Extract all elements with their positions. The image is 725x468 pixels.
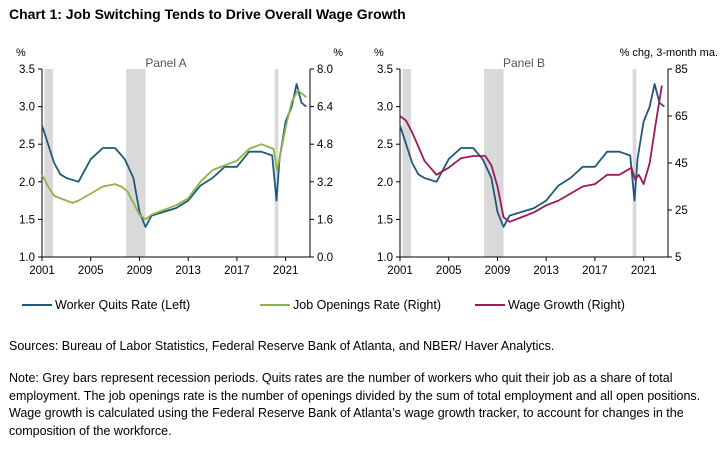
panel-b-series-line-0 bbox=[399, 83, 665, 228]
panel-b-right-tick-label-4: 85 bbox=[675, 64, 688, 76]
legend-swatch-quits bbox=[22, 303, 52, 307]
panel-a-series-line-1 bbox=[41, 89, 307, 221]
panel-a-right-tick-label-0: 0.0 bbox=[317, 252, 333, 264]
legend-label-wage: Wage Growth (Right) bbox=[508, 298, 625, 312]
panel-b-left-tick-label-0: 1.0 bbox=[377, 252, 393, 264]
panel-a-left-tick-label-5: 3.5 bbox=[19, 64, 35, 76]
panel-b-x-tick-label-2: 2009 bbox=[485, 265, 511, 277]
legend: Worker Quits Rate (Left) Job Openings Ra… bbox=[0, 298, 725, 322]
panel-a-right-unit: % bbox=[333, 47, 343, 59]
legend-item-openings: Job Openings Rate (Right) bbox=[260, 298, 441, 312]
panel-a-right-tick-label-4: 6.4 bbox=[317, 102, 334, 114]
panel-a-x-tick-label-2: 2009 bbox=[127, 265, 153, 277]
note-text: Note: Grey bars represent recession peri… bbox=[9, 371, 701, 438]
panel-b-x-tick-label-0: 2001 bbox=[387, 265, 413, 277]
panel-b-left-tick-label-4: 3.0 bbox=[377, 102, 393, 114]
panel-b-left-tick-label-3: 2.5 bbox=[377, 139, 393, 151]
panel-b-right-tick-label-0: 5 bbox=[675, 252, 681, 264]
panel-b-x-tick-label-5: 2021 bbox=[631, 265, 657, 277]
legend-swatch-openings bbox=[260, 303, 290, 307]
panel-a-chart: Panel A% % 1.0 1.5 2.0 2.5 3.0 3.5 0.0 1.6 3.2 4.8 6… bbox=[16, 47, 343, 277]
panel-a-left-tick-label-2: 2.0 bbox=[19, 177, 35, 189]
legend-swatch-wage bbox=[475, 303, 505, 307]
panel-b-x-tick-label-1: 2005 bbox=[436, 265, 462, 277]
legend-item-quits: Worker Quits Rate (Left) bbox=[22, 298, 190, 312]
panel-a-recession-bar-0 bbox=[44, 69, 53, 257]
panel-b-recession-bar-1 bbox=[484, 69, 504, 257]
panel-b-left-unit: % bbox=[374, 47, 384, 59]
panel-a-left-tick-label-1: 1.5 bbox=[19, 214, 35, 226]
panel-a-x-tick-label-3: 2013 bbox=[175, 265, 201, 277]
panel-a-left-unit: % bbox=[16, 47, 26, 59]
panel-b-left-tick-label-1: 1.5 bbox=[377, 214, 393, 226]
panel-b-title: Panel B bbox=[503, 56, 545, 70]
panel-b-right-tick-label-2: 45 bbox=[675, 158, 688, 170]
panel-a-x-tick-label-5: 2021 bbox=[273, 265, 299, 277]
panel-b-right-unit: % chg, 3-month ma. bbox=[620, 47, 718, 59]
panel-b-recession-bar-2 bbox=[632, 69, 637, 257]
panel-a-left-tick-label-0: 1.0 bbox=[19, 252, 35, 264]
panel-a-right-tick-label-3: 4.8 bbox=[317, 139, 333, 151]
panel-b-recession-bar-0 bbox=[402, 69, 411, 257]
panel-a-left-tick-label-4: 3.0 bbox=[19, 102, 35, 114]
panel-b-chart: Panel B% % chg, 3-month ma. 1.0 1.5 2.0 2.5 3.… bbox=[374, 47, 718, 277]
panel-b-series-line-1 bbox=[399, 85, 663, 223]
panel-b-right-tick-label-1: 25 bbox=[675, 205, 688, 217]
panel-a-recession-bar-1 bbox=[126, 69, 146, 257]
panel-a-x-tick-label-1: 2005 bbox=[78, 265, 104, 277]
chart-title: Chart 1: Job Switching Tends to Drive Ov… bbox=[9, 6, 406, 22]
legend-item-wage: Wage Growth (Right) bbox=[475, 298, 625, 312]
panel-a-left-tick-label-3: 2.5 bbox=[19, 139, 35, 151]
panel-a-right-tick-label-1: 1.6 bbox=[317, 214, 333, 226]
legend-label-quits: Worker Quits Rate (Left) bbox=[55, 298, 191, 312]
panel-a-right-tick-label-5: 8.0 bbox=[317, 64, 333, 76]
panel-a-right-tick-label-2: 3.2 bbox=[317, 177, 333, 189]
legend-label-openings: Job Openings Rate (Right) bbox=[293, 298, 441, 312]
panel-b-left-tick-label-2: 2.0 bbox=[377, 177, 393, 189]
panel-b-x-tick-label-3: 2013 bbox=[533, 265, 559, 277]
panel-a-x-tick-label-0: 2001 bbox=[29, 265, 55, 277]
panel-a-title: Panel A bbox=[145, 56, 186, 70]
sources-text: Sources: Bureau of Labor Statistics, Fed… bbox=[9, 339, 555, 353]
panel-b-right-tick-label-3: 65 bbox=[675, 111, 688, 123]
panel-a-x-tick-label-4: 2017 bbox=[224, 265, 250, 277]
panel-b-left-tick-label-5: 3.5 bbox=[377, 64, 393, 76]
panel-b-x-tick-label-4: 2017 bbox=[582, 265, 608, 277]
